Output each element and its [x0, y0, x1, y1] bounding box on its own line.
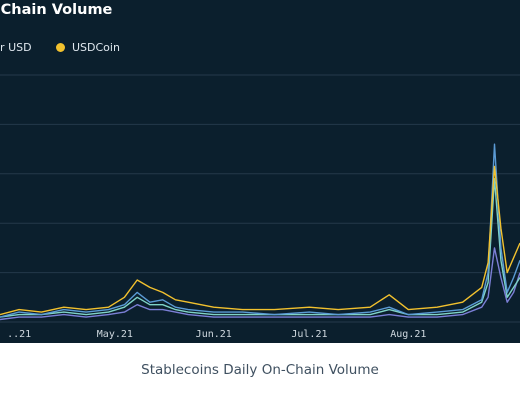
x-tick-label: ..21	[7, 329, 31, 340]
series-line-0	[0, 143, 520, 318]
x-tick-label: Jun.21	[196, 329, 232, 340]
series-line-3	[0, 247, 520, 321]
x-tick-label: Jul.21	[291, 329, 327, 340]
x-tick-label: Aug.21	[390, 329, 426, 340]
gridlines	[0, 74, 520, 323]
figure-caption: Stablecoins Daily On-Chain Volume	[141, 362, 379, 378]
legend-item-tether-usd[interactable]: ther USD	[0, 41, 32, 54]
chart-panel: On-Chain Volume ther USD USDCoin ..21 May…	[0, 0, 520, 343]
series-line-2	[0, 177, 520, 318]
line-chart: ..21 May.21 Jun.21 Jul.21 Aug.21	[0, 74, 520, 340]
legend-label: USDCoin	[72, 41, 120, 54]
series-lines	[0, 143, 520, 321]
chart-title: On-Chain Volume	[0, 2, 113, 18]
x-axis-ticks: ..21 May.21 Jun.21 Jul.21 Aug.21	[7, 329, 426, 340]
legend-item-usdcoin[interactable]: USDCoin	[56, 41, 120, 54]
legend-label: ther USD	[0, 41, 32, 54]
series-line-1	[0, 165, 520, 316]
legend-dot-icon	[56, 43, 65, 52]
x-tick-label: May.21	[97, 329, 133, 340]
